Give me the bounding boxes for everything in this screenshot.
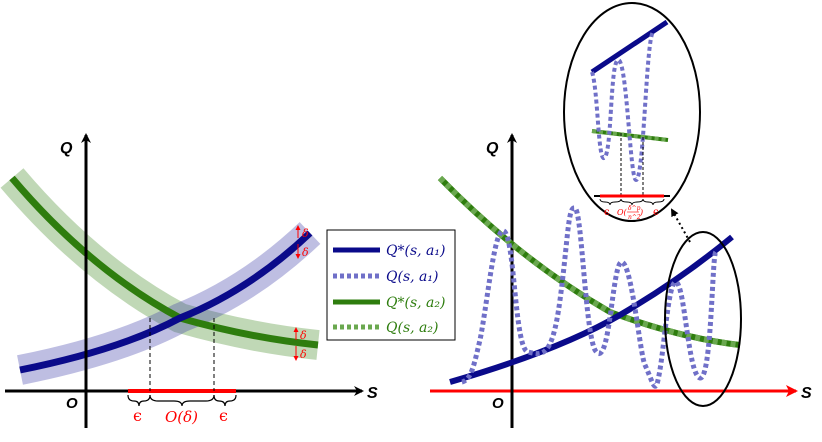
inset-zoom: ϵ O( δ^p n^2 ) ϵ [563, 2, 701, 222]
inset-q-star-a1 [590, 19, 669, 75]
inset-frac-num: δ^p [628, 205, 641, 212]
legend: Q*(s, a₁) Q(s, a₁) Q*(s, a₂) Q(s, a₂) [326, 229, 456, 341]
inset-brace-2 [620, 198, 644, 206]
left-brace-epsilon-1 [127, 394, 151, 407]
right-origin-label: O [492, 395, 504, 412]
delta-label-upper-2: δ [302, 246, 309, 259]
legend-label-q-star-a1: Q*(s, a₁) [386, 243, 445, 259]
inset-epsilon-1: ϵ [604, 207, 610, 218]
left-epsilon-1: ϵ [133, 406, 142, 425]
q-star-a2-curve-left [9, 175, 319, 349]
left-brace-epsilon-2 [213, 394, 237, 407]
zoom-pointer [671, 208, 691, 243]
right-y-axis-label: Q [486, 140, 499, 157]
left-brace-big-o [149, 394, 215, 407]
inset-ellipse [563, 2, 701, 222]
left-epsilon-2: ϵ [219, 406, 228, 425]
legend-label-q-a2: Q(s, a₂) [386, 320, 438, 336]
inset-q-a1-oscillation [590, 30, 655, 183]
left-y-axis-label: Q [60, 140, 73, 157]
left-x-axis-label: S [367, 385, 378, 402]
delta-label-lower-2: δ [300, 348, 307, 361]
inset-brace-3 [642, 198, 665, 206]
inset-epsilon-2: ϵ [653, 207, 659, 218]
inset-frac-den: n^2 [628, 214, 641, 221]
left-big-o-delta: O(δ) [165, 408, 198, 426]
left-panel: Q S O ϵ O(δ) ϵ δ δ δ δ [0, 133, 378, 428]
q-star-a1-curve-left [19, 230, 313, 374]
q-a1-curve-right [460, 205, 719, 389]
legend-label-q-star-a2: Q*(s, a₂) [386, 295, 445, 311]
right-x-axis-label: S [801, 385, 812, 402]
zoom-ellipse [664, 231, 742, 407]
q-star-a2-curve-right [437, 175, 741, 348]
delta-label-lower-1: δ [300, 329, 307, 342]
legend-label-q-a1: Q(s, a₁) [386, 269, 438, 285]
right-panel: Q S O [430, 2, 812, 428]
q-star-a1-curve-right [449, 234, 734, 385]
delta-label-upper-1: δ [302, 227, 309, 240]
inset-brace-1 [599, 198, 622, 206]
inset-big-o-suffix: ) [639, 208, 643, 217]
inset-q-a2-dashed [591, 129, 669, 142]
left-origin-label: O [66, 395, 78, 412]
q-a2-curve-right [437, 175, 741, 348]
inset-big-o-prefix: O( [617, 208, 628, 217]
